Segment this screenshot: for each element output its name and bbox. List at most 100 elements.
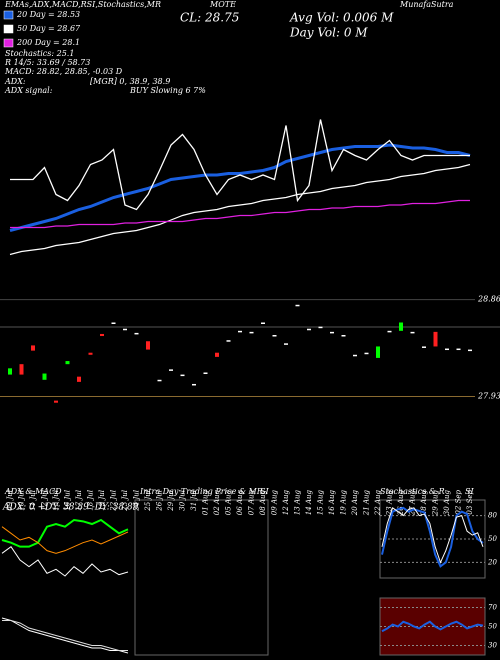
- x-tick-label: 05 Aug: [225, 489, 233, 515]
- candle: [272, 335, 277, 337]
- top-line: EMAs,ADX,MACD,RSI,Stochastics,MR: [4, 0, 161, 9]
- rsi-text: R 14/5: 33.69 / 58.73: [4, 58, 90, 67]
- adx-values: [MGR] 0, 38.9, 38.9: [90, 77, 170, 86]
- candle: [445, 348, 449, 351]
- candle: [169, 369, 173, 371]
- x-tick-label: 16 Aug: [328, 489, 336, 515]
- candle: [456, 348, 461, 351]
- ma-line: [9, 163, 471, 256]
- candle: [88, 352, 93, 355]
- panel-annotation: ADX: 0 +DY: 38.89 -DY: 38.89: [2, 503, 139, 513]
- candle: [180, 374, 185, 377]
- candle: [399, 322, 403, 331]
- candle: [330, 331, 334, 334]
- x-tick-label: 19 Aug: [340, 489, 348, 515]
- candle: [134, 332, 139, 335]
- candle: [42, 373, 47, 380]
- x-tick-label: 29 Jul: [167, 490, 175, 512]
- candle: [284, 343, 288, 345]
- legend-swatch: [3, 10, 14, 20]
- candle: [318, 326, 323, 329]
- candle: [387, 330, 392, 333]
- x-tick-label: 27 Aug: [409, 489, 417, 516]
- x-tick-label: 13 Aug: [294, 489, 302, 515]
- x-tick-label: 22 Jul: [110, 490, 118, 512]
- candle: [100, 333, 104, 337]
- candle: [410, 331, 415, 334]
- panel-title: ADX & MACD: [4, 487, 62, 496]
- x-tick-label: 09 Jul: [6, 490, 14, 511]
- adx-label: ADX:: [4, 77, 26, 86]
- indicator-line: [381, 620, 484, 633]
- x-tick-label: 16 Jul: [64, 490, 72, 511]
- x-tick-label: 26 Jul: [156, 490, 164, 512]
- candle: [433, 331, 438, 347]
- x-tick-label: 29 Aug: [432, 489, 440, 516]
- candle: [215, 352, 219, 357]
- panel-title: SI: [465, 487, 474, 496]
- candle: [146, 341, 150, 350]
- x-tick-label: 01 Aug: [202, 489, 210, 515]
- indicator-line: [1, 545, 129, 577]
- x-tick-label: 02 Aug: [213, 489, 221, 515]
- x-tick-label: 15 Aug: [317, 489, 325, 515]
- y-tick-label: 28.86: [477, 295, 500, 304]
- indicator-line: [2, 620, 128, 651]
- x-tick-label: 11 Jul: [29, 490, 37, 511]
- candle: [468, 349, 472, 352]
- panel-title: SI: [260, 487, 269, 496]
- candle: [157, 379, 162, 382]
- legend-swatch: [3, 24, 14, 34]
- x-tick-label: 28 Aug: [420, 489, 428, 516]
- candle: [111, 322, 116, 324]
- candle: [376, 346, 380, 358]
- x-tick-label: 23 Jul: [121, 490, 129, 512]
- x-tick-label: 03 Sep: [466, 489, 474, 514]
- x-tick-label: 07 Aug: [248, 489, 256, 515]
- adx-signal-label: ADX signal:: [4, 86, 53, 95]
- x-tick-label: 14 Aug: [305, 489, 313, 515]
- x-tick-label: 08 Aug: [259, 489, 267, 515]
- indicator-line: [1, 617, 129, 654]
- x-tick-label: 21 Aug: [363, 489, 371, 516]
- intraday-box: [134, 499, 269, 656]
- adx-signal: BUY Slowing 6 7%: [129, 86, 206, 95]
- indicator-line: [381, 506, 484, 564]
- legend-swatch: [3, 38, 14, 48]
- x-tick-label: 26 Aug: [397, 489, 405, 516]
- x-tick-label: 30 Aug: [443, 489, 451, 515]
- candle: [65, 361, 70, 365]
- candle: [261, 322, 265, 324]
- y-tick-label: 80: [488, 512, 497, 520]
- candle: [364, 352, 369, 355]
- candle: [238, 330, 242, 333]
- candle: [295, 304, 300, 307]
- panel-title: Stochastics & R: [380, 487, 445, 496]
- close: CL: 28.75: [180, 11, 239, 25]
- candle: [226, 340, 231, 342]
- y-tick-label: 50: [488, 535, 497, 543]
- x-tick-label: 15 Jul: [52, 490, 60, 511]
- legend-label: 200 Day = 28.1: [16, 38, 80, 47]
- y-tick-label: 30: [488, 642, 497, 650]
- x-tick-label: 18 Jul: [87, 490, 95, 511]
- x-tick-label: 31 Jul: [190, 490, 198, 511]
- candle: [123, 328, 127, 331]
- x-tick-label: 12 Aug: [282, 489, 290, 515]
- y-tick-label: 70: [488, 604, 497, 612]
- x-tick-label: 23 Aug: [386, 489, 394, 516]
- indicator-line: [381, 506, 484, 568]
- y-tick-label: 27.93: [477, 391, 500, 400]
- candle: [31, 345, 35, 351]
- candle: [192, 383, 196, 386]
- indicator-line: [1, 518, 129, 548]
- x-tick-label: 25 Jul: [144, 490, 152, 512]
- candle: [77, 376, 81, 382]
- x-tick-label: 09 Aug: [271, 489, 279, 515]
- panel-title: Intra Day Trading Price & MR: [139, 487, 263, 496]
- y-tick-label: 50: [488, 623, 497, 631]
- x-tick-label: 19 Jul: [98, 490, 106, 511]
- legend-label: 50 Day = 28.67: [17, 24, 81, 33]
- price-line: [10, 119, 470, 211]
